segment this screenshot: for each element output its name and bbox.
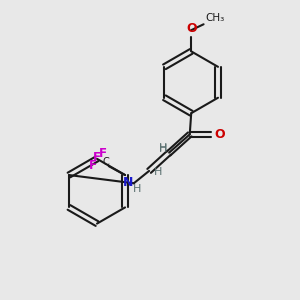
Text: H: H	[133, 184, 142, 194]
Text: F: F	[99, 147, 107, 160]
Text: H: H	[158, 144, 167, 154]
Text: F: F	[89, 159, 97, 172]
Text: F: F	[92, 151, 101, 164]
Text: CH₃: CH₃	[205, 13, 224, 23]
Text: N: N	[123, 176, 133, 189]
Text: H: H	[154, 167, 163, 177]
Text: O: O	[186, 22, 196, 35]
Text: H: H	[158, 143, 167, 153]
Text: C: C	[103, 157, 109, 167]
Text: O: O	[215, 128, 225, 141]
